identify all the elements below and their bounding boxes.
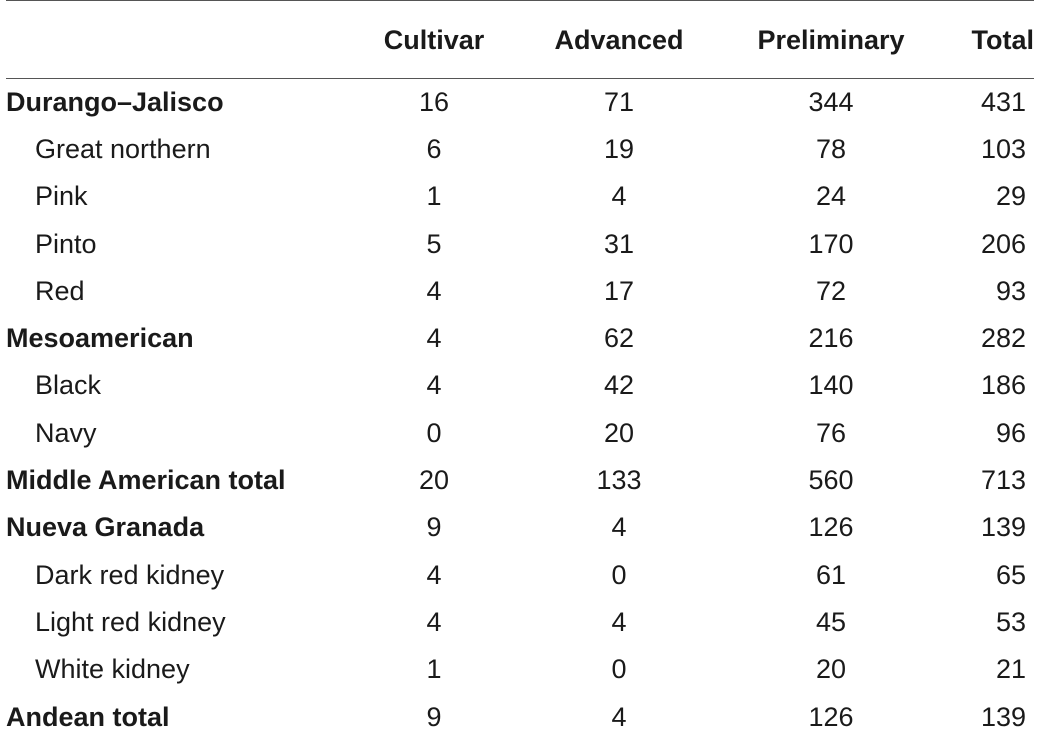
cell-preliminary: 78 (815, 133, 847, 164)
table-row: Dark red kidney 4 0 61 65 (6, 551, 1034, 598)
row-label: Nueva Granada (6, 512, 205, 543)
cell-cultivar: 1 (426, 181, 442, 212)
row-label: White kidney (35, 654, 190, 685)
cell-advanced: 0 (611, 654, 627, 685)
cell-advanced: 62 (603, 323, 635, 354)
cell-preliminary: 61 (815, 559, 847, 590)
cell-total: 206 (980, 228, 1026, 259)
header-row: Cultivar Advanced Preliminary Total (6, 0, 1035, 79)
cell-preliminary: 126 (808, 701, 854, 732)
cell-advanced: 133 (596, 465, 642, 496)
cell-preliminary: 126 (808, 512, 854, 543)
cell-total: 431 (980, 86, 1026, 117)
cell-advanced: 4 (611, 512, 627, 543)
row-label: Andean total (6, 701, 170, 732)
row-label: Dark red kidney (35, 559, 225, 590)
cell-cultivar: 4 (426, 370, 442, 401)
row-label: Navy (35, 417, 97, 448)
row-label: Great northern (35, 133, 211, 164)
cell-cultivar: 9 (426, 701, 442, 732)
table-row: Pink 1 4 24 29 (6, 173, 1034, 220)
cell-advanced: 20 (603, 417, 635, 448)
row-label: Red (35, 275, 85, 306)
header-total: Total (971, 25, 1035, 55)
table-row-group: Andean total 9 4 126 139 (6, 693, 1034, 740)
cell-cultivar: 9 (426, 512, 442, 543)
table-row: Light red kidney 4 4 45 53 (6, 599, 1034, 646)
table-row-group: Nueva Granada 9 4 126 139 (6, 504, 1034, 551)
cell-preliminary: 45 (815, 606, 847, 637)
table-row-group: Middle American total 20 133 560 713 (6, 457, 1034, 504)
cell-preliminary: 216 (808, 323, 854, 354)
cell-advanced: 4 (611, 181, 627, 212)
row-label: Light red kidney (35, 606, 226, 637)
cell-advanced: 0 (611, 559, 627, 590)
row-label: Mesoamerican (6, 323, 194, 354)
cell-preliminary: 72 (815, 275, 847, 306)
data-table-container: Cultivar Advanced Preliminary Total Dura… (6, 0, 1040, 741)
header-cultivar: Cultivar (383, 25, 485, 55)
table-row: Red 4 17 72 93 (6, 268, 1034, 315)
header-label-column (6, 1, 342, 79)
row-label: Pinto (35, 228, 97, 259)
row-label: Black (35, 370, 102, 401)
cell-preliminary: 140 (808, 370, 854, 401)
cell-preliminary: 24 (815, 181, 847, 212)
table-row: Pinto 5 31 170 206 (6, 220, 1034, 267)
table-row: Black 4 42 140 186 (6, 362, 1034, 409)
table-row: White kidney 1 0 20 21 (6, 646, 1034, 693)
header-preliminary: Preliminary (757, 25, 905, 55)
cell-cultivar: 20 (418, 465, 450, 496)
row-label: Durango–Jalisco (6, 86, 224, 117)
cell-total: 139 (980, 701, 1026, 732)
cell-advanced: 42 (603, 370, 635, 401)
table-body: Durango–Jalisco 16 71 344 431 Great northern 6… (6, 79, 1034, 741)
cell-total: 93 (995, 275, 1026, 306)
cell-cultivar: 6 (426, 133, 442, 164)
cell-cultivar: 4 (426, 606, 442, 637)
cell-advanced: 4 (611, 701, 627, 732)
cell-preliminary: 20 (815, 654, 847, 685)
cell-cultivar: 4 (426, 323, 442, 354)
cell-cultivar: 1 (426, 654, 442, 685)
row-label: Pink (35, 181, 88, 212)
cell-preliminary: 560 (808, 465, 854, 496)
table-row: Great northern 6 19 78 103 (6, 126, 1034, 173)
table-row: Navy 0 20 76 96 (6, 410, 1034, 457)
cell-preliminary: 344 (808, 86, 854, 117)
cell-total: 53 (995, 606, 1026, 637)
cell-cultivar: 16 (418, 86, 450, 117)
cell-cultivar: 4 (426, 559, 442, 590)
cell-total: 186 (980, 370, 1026, 401)
cell-total: 103 (980, 133, 1026, 164)
cell-advanced: 31 (603, 228, 635, 259)
cell-cultivar: 5 (426, 228, 442, 259)
cell-advanced: 19 (603, 133, 635, 164)
cell-cultivar: 4 (426, 275, 442, 306)
cell-cultivar: 0 (426, 417, 442, 448)
cell-advanced: 17 (603, 275, 635, 306)
row-label: Middle American total (6, 465, 286, 496)
cell-total: 282 (980, 323, 1026, 354)
cell-total: 713 (980, 465, 1026, 496)
header-advanced: Advanced (554, 25, 684, 55)
cell-preliminary: 76 (815, 417, 847, 448)
cell-total: 96 (995, 417, 1026, 448)
cell-total: 65 (995, 559, 1026, 590)
table-row-group: Durango–Jalisco 16 71 344 431 (6, 79, 1034, 126)
cell-total: 21 (995, 654, 1026, 685)
cell-advanced: 71 (603, 86, 635, 117)
table-row-group: Mesoamerican 4 62 216 282 (6, 315, 1034, 362)
cell-advanced: 4 (611, 606, 627, 637)
data-table: Cultivar Advanced Preliminary Total Dura… (6, 0, 1034, 741)
cell-total: 29 (995, 181, 1026, 212)
cell-total: 139 (980, 512, 1026, 543)
table-header: Cultivar Advanced Preliminary Total (6, 0, 1035, 79)
cell-preliminary: 170 (808, 228, 854, 259)
